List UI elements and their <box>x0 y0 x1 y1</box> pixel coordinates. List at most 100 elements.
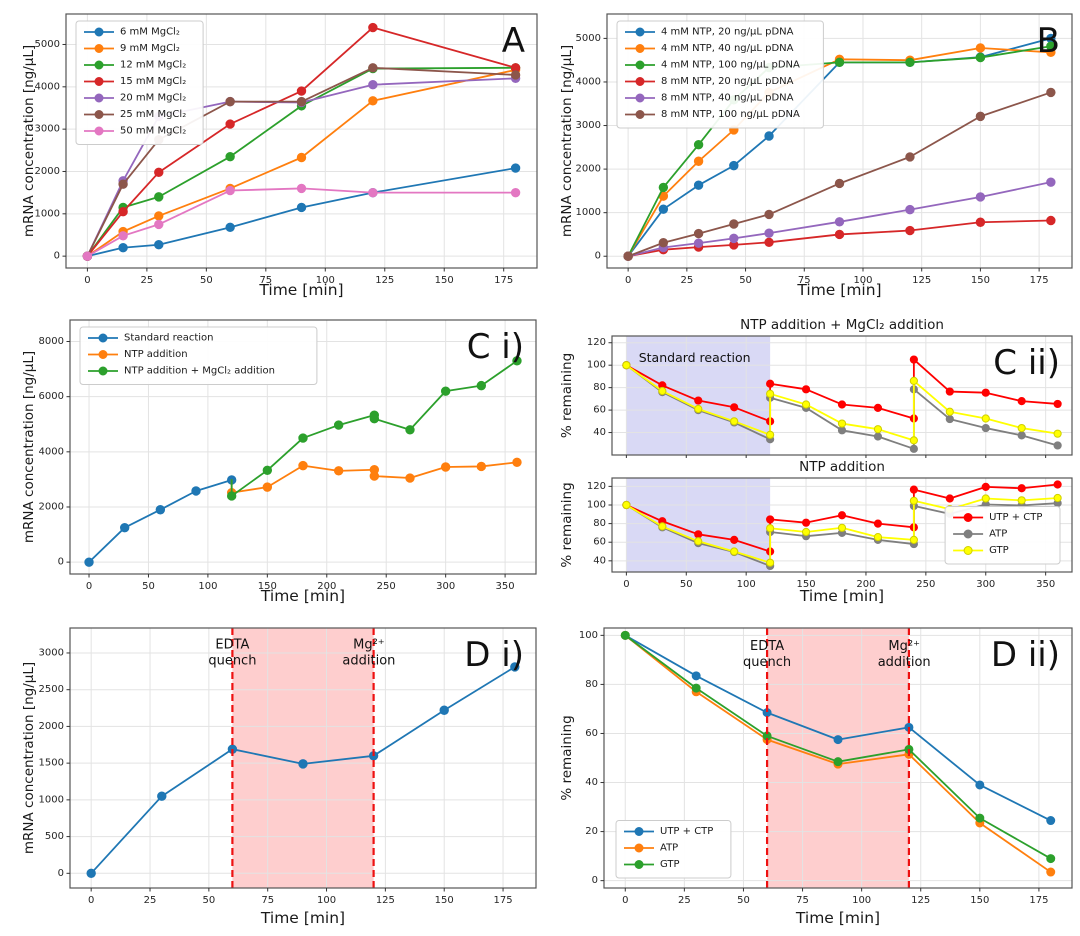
svg-text:20: 20 <box>585 826 598 837</box>
axis-ticks: 0 25 50 75 100 125 150 175 0 500 1000 1500 2000 2500 3… <box>39 647 513 906</box>
panel-c-ii-top-chart: 40 60 80 100 120 % remaining NTP addition + Mg… <box>558 312 1078 458</box>
svg-text:NTP addition + MgCl₂ addition: NTP addition + MgCl₂ addition <box>124 366 275 377</box>
svg-text:40: 40 <box>593 555 606 566</box>
svg-text:100: 100 <box>737 579 756 590</box>
svg-text:40: 40 <box>593 427 606 438</box>
axis-ticks: 0 25 50 75 100 125 150 175 0 1000 2000 3000 4000 5000 <box>576 33 1049 286</box>
series-Standard reaction <box>84 475 237 567</box>
svg-text:8 mM NTP, 100 ng/µL pDNA: 8 mM NTP, 100 ng/µL pDNA <box>661 109 800 120</box>
svg-text:25: 25 <box>141 275 154 286</box>
svg-text:4000: 4000 <box>576 76 601 87</box>
svg-text:0: 0 <box>595 251 601 262</box>
plot-frame <box>611 335 1073 456</box>
svg-text:4 mM NTP, 100 ng/µL pDNA: 4 mM NTP, 100 ng/µL pDNA <box>661 60 800 71</box>
svg-text:200: 200 <box>317 581 336 592</box>
svg-text:250: 250 <box>377 581 396 592</box>
svg-text:6 mM MgCl₂: 6 mM MgCl₂ <box>120 27 180 38</box>
panel-b-chart: 0 25 50 75 100 125 150 175 0 1000 2000 3000 4000 5000… <box>558 2 1076 304</box>
svg-text:80: 80 <box>593 382 606 393</box>
svg-text:15 mM MgCl₂: 15 mM MgCl₂ <box>120 76 186 87</box>
svg-text:mRNA concentration [ng/µL]: mRNA concentration [ng/µL] <box>559 45 575 237</box>
svg-text:GTP: GTP <box>989 545 1009 556</box>
svg-text:5000: 5000 <box>35 39 60 50</box>
svg-text:mRNA concentration [ng/µL]: mRNA concentration [ng/µL] <box>21 351 37 543</box>
svg-text:300: 300 <box>436 581 455 592</box>
svg-text:50: 50 <box>739 275 752 286</box>
svg-text:ATP: ATP <box>989 529 1007 540</box>
svg-text:50: 50 <box>202 895 215 906</box>
svg-text:60: 60 <box>593 405 606 416</box>
svg-text:350: 350 <box>1036 579 1055 590</box>
chart-svg-Cii_bottom: 0 50 100 150 200 250 300 350 40 60 80 100 120 Time [m… <box>559 459 1073 605</box>
svg-text:D i): D i) <box>464 635 524 675</box>
axis-ticks: 0 50 100 150 200 250 300 350 0 2000 4000 6000 8000 <box>39 336 515 592</box>
svg-text:Time [min]: Time [min] <box>260 587 345 605</box>
svg-text:150: 150 <box>258 581 277 592</box>
legend: 4 mM NTP, 20 ng/µL pDNA 4 mM NTP, 40 ng/µ… <box>616 20 824 129</box>
svg-text:0: 0 <box>58 868 64 879</box>
plot-frame <box>603 627 1073 889</box>
chart-svg-Cii_top: 40 60 80 100 120 % remaining NTP addition + Mg… <box>559 317 1073 458</box>
svg-text:2000: 2000 <box>39 721 64 732</box>
svg-text:150: 150 <box>435 895 454 906</box>
svg-text:50: 50 <box>680 579 693 590</box>
svg-text:Standard reaction: Standard reaction <box>639 350 751 365</box>
svg-text:50: 50 <box>200 275 213 286</box>
svg-text:addition: addition <box>342 654 395 669</box>
plot-frame <box>65 13 538 269</box>
svg-text:0: 0 <box>623 579 629 590</box>
chart-svg-Ci: 0 50 100 150 200 250 300 350 0 2000 4000 6000 8000 Ti… <box>21 319 537 605</box>
plot-frame <box>611 477 1073 573</box>
svg-text:ATP: ATP <box>660 843 678 854</box>
svg-text:120: 120 <box>587 337 606 348</box>
svg-text:125: 125 <box>911 895 930 906</box>
svg-text:75: 75 <box>796 895 809 906</box>
svg-text:D ii): D ii) <box>991 635 1060 675</box>
svg-text:EDTA: EDTA <box>750 639 784 654</box>
svg-text:Time [min]: Time [min] <box>796 281 881 299</box>
legend: Standard reaction NTP addition NTP additio… <box>79 326 318 385</box>
series-15 mM MgCl₂ <box>82 22 521 261</box>
panel-c-ii-bottom-chart: 0 50 100 150 200 250 300 350 40 60 80 100 120 Time [m… <box>558 458 1078 610</box>
panel-a-chart: 0 25 50 75 100 125 150 175 0 1000 2000 3000 4000 5000… <box>20 2 542 304</box>
svg-text:50: 50 <box>142 581 155 592</box>
legend: 6 mM MgCl₂ 9 mM MgCl₂ 12 mM MgCl₂ 15 mM MgC… <box>75 20 204 145</box>
svg-text:1000: 1000 <box>576 207 601 218</box>
svg-text:B: B <box>1037 21 1060 61</box>
svg-text:0: 0 <box>88 895 94 906</box>
svg-text:NTP addition: NTP addition <box>124 349 188 360</box>
svg-text:quench: quench <box>208 654 256 669</box>
svg-text:125: 125 <box>912 275 931 286</box>
svg-text:0: 0 <box>625 275 631 286</box>
svg-text:% remaining: % remaining <box>559 353 575 438</box>
svg-text:GTP: GTP <box>660 859 680 870</box>
svg-text:100: 100 <box>853 275 872 286</box>
svg-text:2000: 2000 <box>576 164 601 175</box>
svg-text:mRNA concentration [ng/µL]: mRNA concentration [ng/µL] <box>21 662 37 854</box>
svg-text:175: 175 <box>494 275 513 286</box>
svg-text:100: 100 <box>316 275 335 286</box>
svg-text:6000: 6000 <box>39 391 64 402</box>
svg-text:% remaining: % remaining <box>559 715 575 800</box>
plot-frame <box>69 627 537 889</box>
legend: UTP + CTP ATP GTP <box>944 506 1061 565</box>
svg-text:3000: 3000 <box>576 120 601 131</box>
series-GTP <box>622 361 1062 445</box>
series-8 mM NTP, 100 ng/µL pDNA <box>623 87 1056 261</box>
svg-text:addition: addition <box>878 655 931 670</box>
panel-d-ii-chart: 0 25 50 75 100 125 150 175 0 20 40 60 80 100 Time [min… <box>558 612 1078 932</box>
svg-text:0: 0 <box>84 275 90 286</box>
series-6 mM MgCl₂ <box>82 163 521 261</box>
svg-text:0: 0 <box>58 557 64 568</box>
chart-svg-Di: 0 25 50 75 100 125 150 175 0 500 1000 1500 2000 2500 3… <box>21 627 537 927</box>
series-UTP + CTP <box>622 355 1062 426</box>
svg-text:5000: 5000 <box>576 33 601 44</box>
svg-text:Mg²⁺: Mg²⁺ <box>888 639 920 654</box>
svg-text:60: 60 <box>585 728 598 739</box>
svg-text:mRNA concentration [ng/µL]: mRNA concentration [ng/µL] <box>21 45 37 237</box>
svg-text:75: 75 <box>259 275 272 286</box>
svg-text:0: 0 <box>54 251 60 262</box>
svg-text:60: 60 <box>593 537 606 548</box>
series-GTP <box>622 493 1062 567</box>
svg-text:12 mM MgCl₂: 12 mM MgCl₂ <box>120 60 186 71</box>
